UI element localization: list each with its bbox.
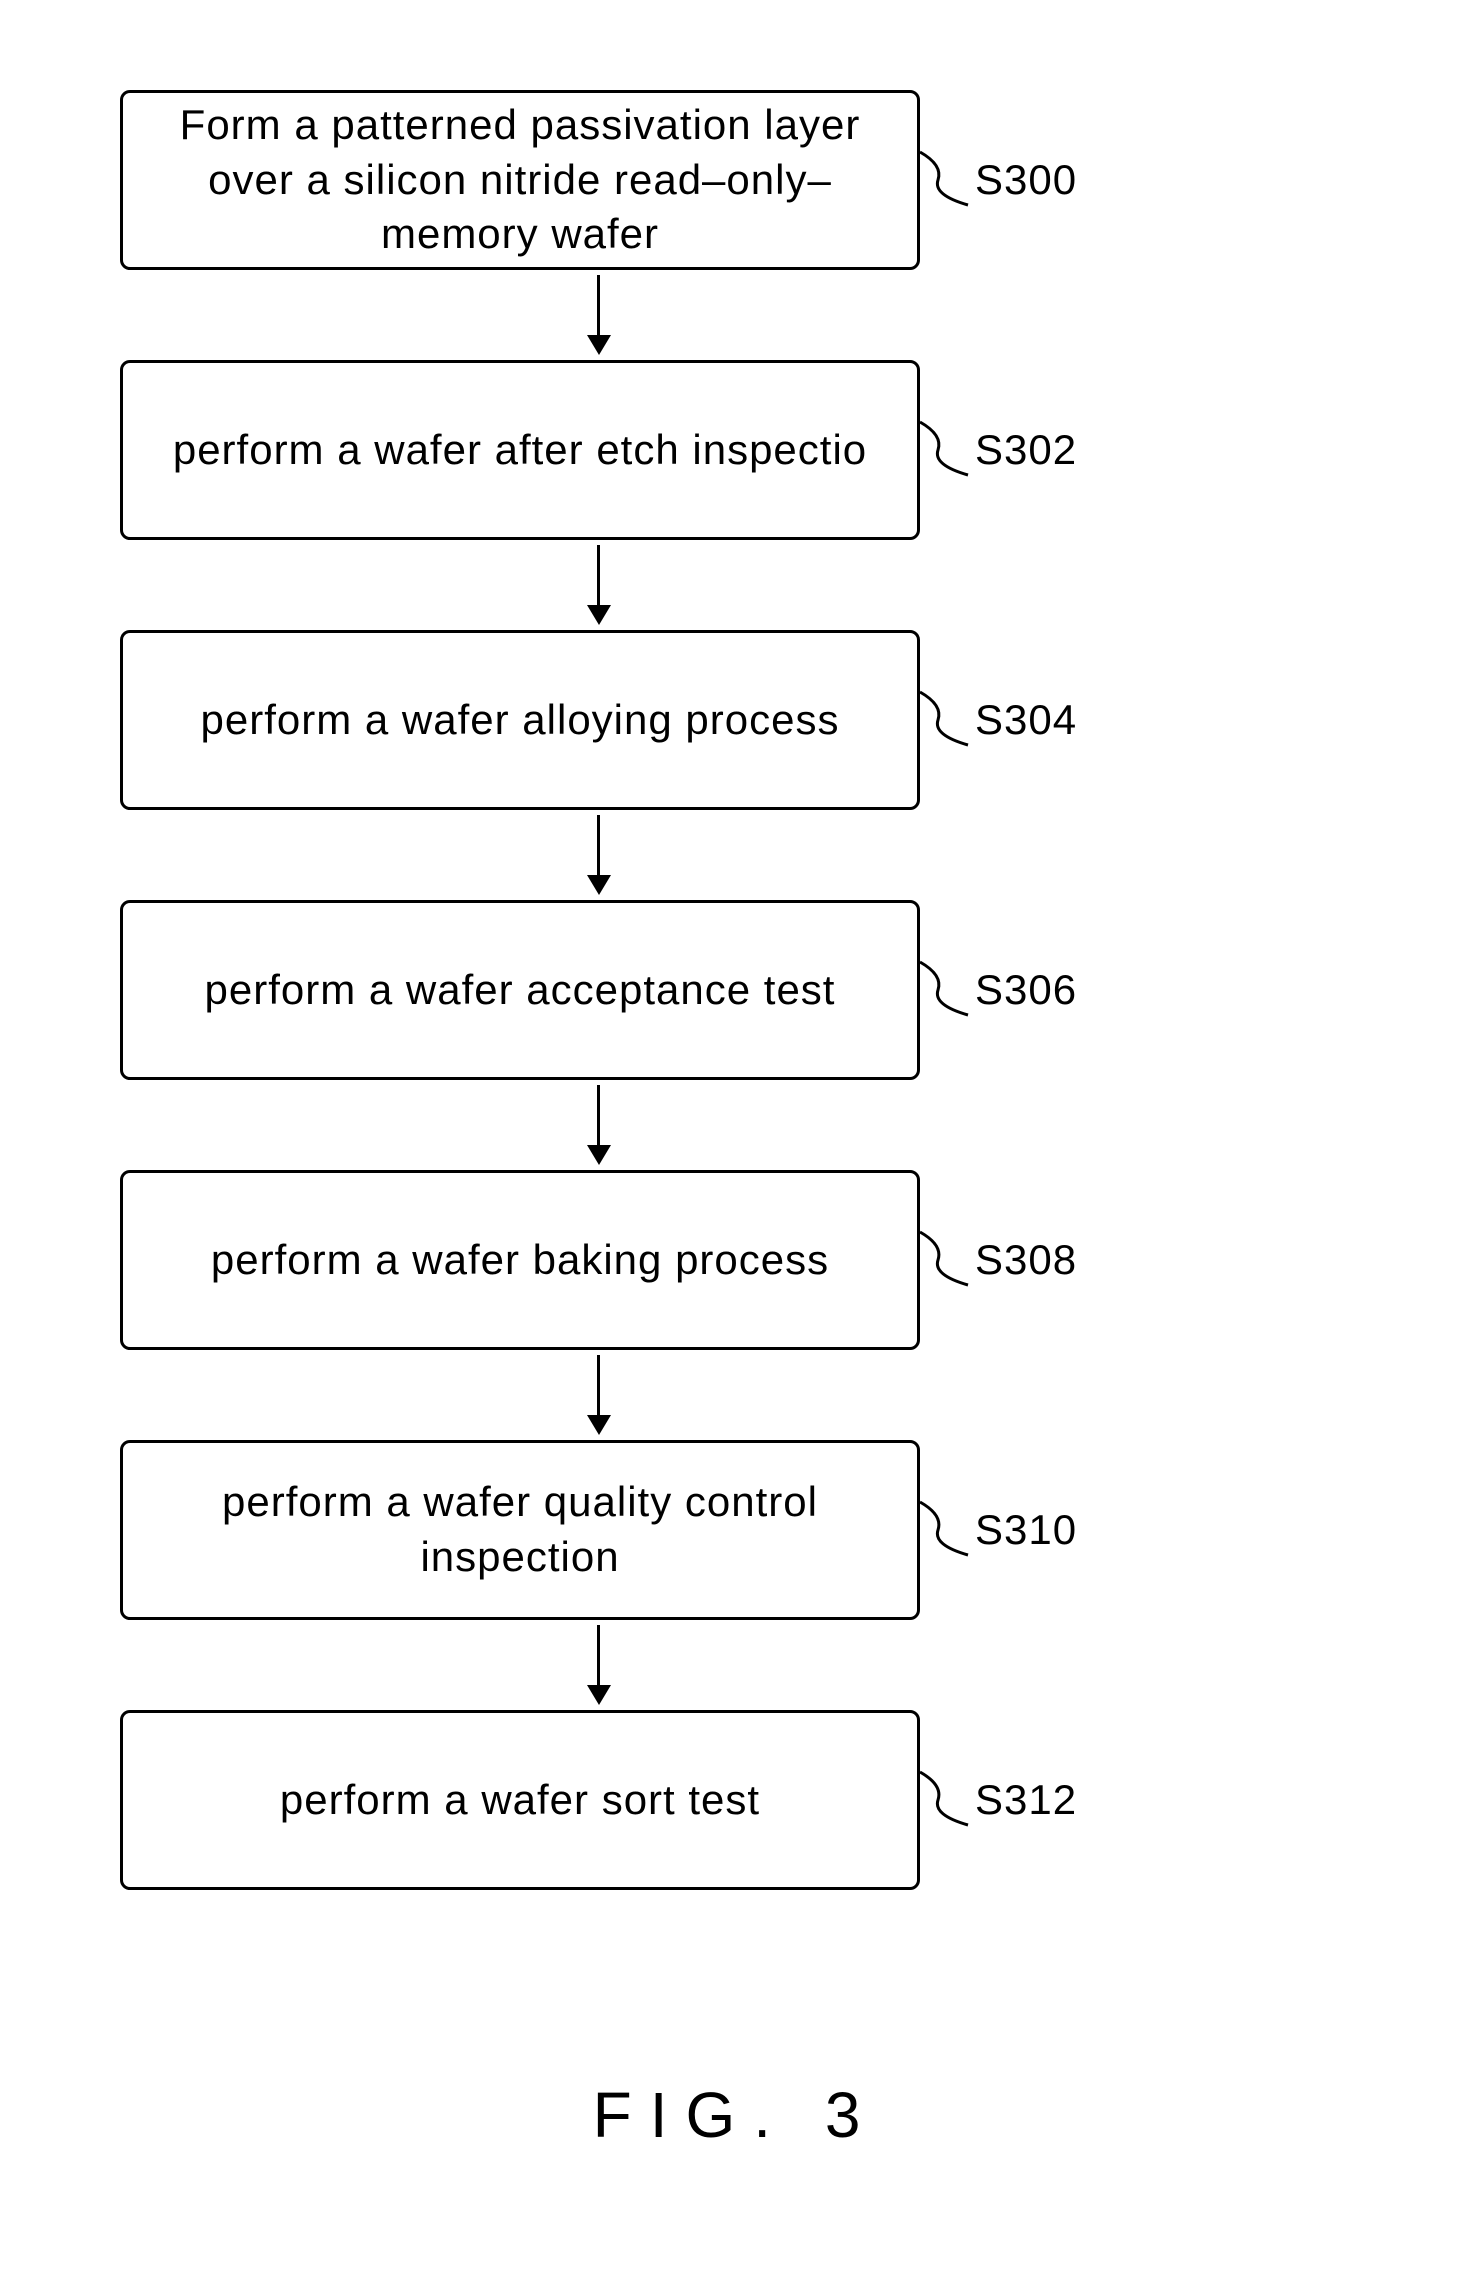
figure-label: FIG. 3 [593, 2078, 879, 2152]
arrow-down [587, 270, 611, 360]
step-text: perform a wafer sort test [280, 1773, 760, 1828]
flowchart-box: perform a wafer alloying process [120, 630, 920, 810]
step-text: perform a wafer acceptance test [205, 963, 836, 1018]
label-arc [920, 1230, 970, 1290]
step-label: S302 [975, 426, 1077, 474]
label-connector: S300 [920, 150, 1077, 210]
arrow-down [587, 540, 611, 630]
step-label: S310 [975, 1506, 1077, 1554]
flowchart-step: perform a wafer acceptance test S306 [120, 900, 1077, 1080]
flowchart-step: perform a wafer alloying process S304 [120, 630, 1077, 810]
step-label: S304 [975, 696, 1077, 744]
label-connector: S306 [920, 960, 1077, 1020]
label-arc [920, 1770, 970, 1830]
flowchart-step: perform a wafer quality control inspecti… [120, 1440, 1077, 1620]
flowchart-step: Form a patterned passivation layer over … [120, 90, 1077, 270]
label-connector: S302 [920, 420, 1077, 480]
step-text: perform a wafer after etch inspectio [173, 423, 867, 478]
label-arc [920, 690, 970, 750]
label-arc [920, 1500, 970, 1560]
flowchart-step: perform a wafer sort test S312 [120, 1710, 1077, 1890]
label-connector: S308 [920, 1230, 1077, 1290]
flowchart-step: perform a wafer after etch inspectio S30… [120, 360, 1077, 540]
step-label: S308 [975, 1236, 1077, 1284]
step-text: Form a patterned passivation layer over … [143, 98, 897, 262]
arrow-down [587, 1350, 611, 1440]
flowchart-container: Form a patterned passivation layer over … [120, 90, 1077, 1890]
flowchart-box: perform a wafer after etch inspectio [120, 360, 920, 540]
flowchart-step: perform a wafer baking process S308 [120, 1170, 1077, 1350]
label-arc [920, 420, 970, 480]
step-text: perform a wafer baking process [211, 1233, 829, 1288]
arrow-down [587, 810, 611, 900]
label-connector: S310 [920, 1500, 1077, 1560]
step-text: perform a wafer quality control inspecti… [143, 1475, 897, 1584]
flowchart-box: perform a wafer acceptance test [120, 900, 920, 1080]
step-label: S306 [975, 966, 1077, 1014]
flowchart-box: perform a wafer baking process [120, 1170, 920, 1350]
step-label: S300 [975, 156, 1077, 204]
step-label: S312 [975, 1776, 1077, 1824]
label-connector: S304 [920, 690, 1077, 750]
arrow-down [587, 1080, 611, 1170]
flowchart-box: perform a wafer quality control inspecti… [120, 1440, 920, 1620]
step-text: perform a wafer alloying process [201, 693, 840, 748]
label-connector: S312 [920, 1770, 1077, 1830]
flowchart-box: Form a patterned passivation layer over … [120, 90, 920, 270]
flowchart-box: perform a wafer sort test [120, 1710, 920, 1890]
label-arc [920, 960, 970, 1020]
arrow-down [587, 1620, 611, 1710]
label-arc [920, 150, 970, 210]
